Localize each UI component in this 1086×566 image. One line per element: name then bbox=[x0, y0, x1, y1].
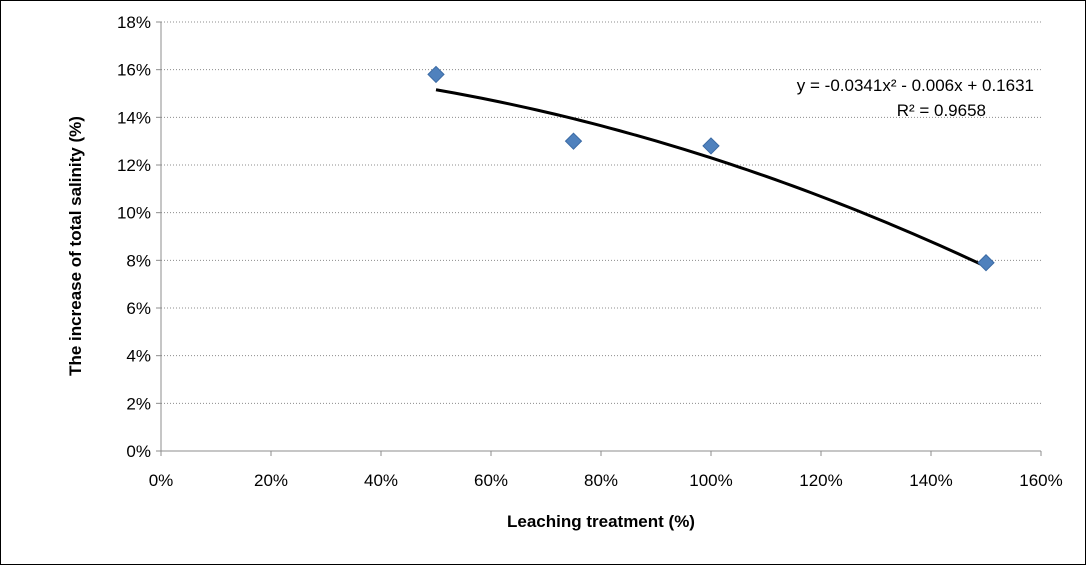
tick-labels: 0% 2% 4% 6% 8% 10% 12% 14% 16% 18% 0% 20% 40% 60% 80% 1… bbox=[117, 13, 1063, 490]
axes bbox=[156, 21, 1042, 456]
y-tick-label: 10% bbox=[117, 204, 151, 223]
trendline-curve bbox=[435, 88, 987, 268]
y-tick-label: 8% bbox=[126, 251, 151, 270]
data-points bbox=[427, 65, 995, 272]
data-point bbox=[977, 254, 995, 272]
trendline-r-squared: R² = 0.9658 bbox=[897, 101, 986, 120]
x-tick-label: 20% bbox=[254, 471, 288, 490]
x-tick-label: 40% bbox=[364, 471, 398, 490]
x-axis-title: Leaching treatment (%) bbox=[507, 512, 695, 531]
y-tick-label: 2% bbox=[126, 394, 151, 413]
x-tick-label: 80% bbox=[584, 471, 618, 490]
x-tick-label: 140% bbox=[909, 471, 952, 490]
y-axis-title: The increase of total salinity (%) bbox=[66, 116, 85, 376]
y-tick-label: 16% bbox=[117, 61, 151, 80]
y-tick-label: 14% bbox=[117, 108, 151, 127]
y-tick-label: 18% bbox=[117, 13, 151, 32]
data-point bbox=[564, 132, 583, 150]
y-tick-label: 4% bbox=[126, 347, 151, 366]
x-tick-label: 120% bbox=[799, 471, 842, 490]
data-point bbox=[427, 65, 445, 84]
y-tick-label: 12% bbox=[117, 156, 151, 175]
x-tick-label: 0% bbox=[149, 471, 174, 490]
y-tick-label: 6% bbox=[126, 299, 151, 318]
trendline-equation: y = -0.0341x² - 0.006x + 0.1631 bbox=[797, 76, 1034, 95]
x-tick-label: 60% bbox=[474, 471, 508, 490]
x-tick-label: 160% bbox=[1019, 471, 1062, 490]
trendline bbox=[435, 88, 987, 268]
data-point bbox=[702, 137, 720, 155]
x-tick-label: 100% bbox=[689, 471, 732, 490]
y-tick-label: 0% bbox=[126, 442, 151, 461]
